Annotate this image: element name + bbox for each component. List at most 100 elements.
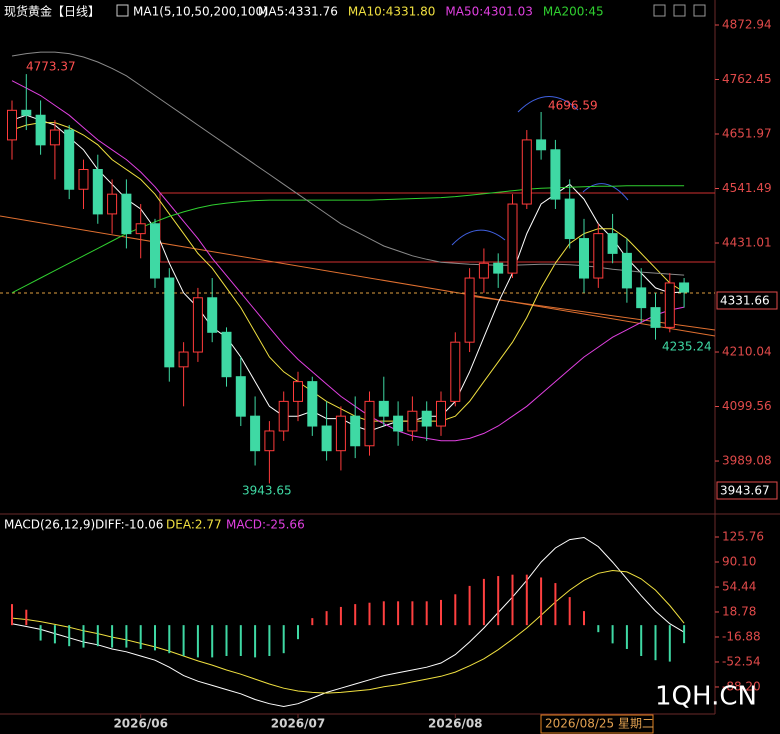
last-price-box (716, 291, 778, 310)
candle-body (207, 297, 218, 333)
dea-label: DEA:2.77 (166, 518, 222, 532)
dif-label: DIFF:-10.06 (95, 518, 163, 532)
icon[interactable] (116, 4, 129, 17)
candle-body (536, 139, 547, 151)
macd-bar (497, 576, 500, 626)
macd-title: MACD(26,12,9) (4, 518, 95, 532)
macd-bar (154, 625, 156, 651)
candle-body (49, 129, 60, 146)
macd-bar (640, 625, 643, 656)
button[interactable] (653, 4, 666, 17)
macd-bar (168, 625, 171, 654)
x-tick-label: 2026/08 (428, 717, 482, 731)
candle-body (364, 400, 375, 447)
candle-body (593, 233, 604, 279)
macd-bar (254, 625, 257, 658)
button[interactable] (693, 4, 706, 17)
y-tick-label: 4099.56 (722, 399, 772, 413)
cursor-date: 2026/08/25 星期二 (545, 717, 654, 731)
macd-bar (668, 625, 671, 662)
macd-bar (411, 601, 414, 626)
macd-bar (225, 625, 228, 656)
candle-body (550, 149, 561, 200)
candle-body (135, 223, 146, 235)
macd-bar (82, 625, 85, 648)
dea-line (11, 569, 685, 694)
macd-bar (196, 625, 199, 658)
macd-bar (597, 625, 600, 633)
y-tick-label: 4210.04 (722, 345, 772, 359)
candle-body (335, 415, 346, 452)
candle-body (664, 282, 675, 328)
indicator-name: MA1(5,10,50,200,100) (133, 5, 268, 19)
candle-body (393, 415, 404, 432)
ma-line (11, 122, 685, 422)
macd-bar (368, 602, 371, 626)
y-tick-label: 4541.49 (722, 181, 772, 195)
watermark: 1QH.CN (655, 682, 757, 712)
candle-body (478, 262, 489, 279)
candle-body (78, 169, 89, 190)
macd-bar (325, 611, 328, 626)
candle-body (507, 203, 518, 274)
macd-bar (525, 574, 528, 626)
candle-body (293, 381, 303, 402)
macd-bar (554, 583, 557, 626)
macd-bar (397, 601, 400, 626)
candle-body (150, 223, 160, 279)
macd-bar (683, 625, 686, 644)
y-tick-label: 54.44 (722, 579, 756, 593)
macd-bar (297, 625, 299, 640)
candle-body (7, 109, 17, 141)
trend-line (0, 215, 716, 337)
candle-body (421, 410, 432, 427)
y-tick-label: 4431.01 (722, 236, 772, 250)
candle-body (464, 277, 475, 343)
macd-bar (540, 577, 543, 626)
macd-bar (468, 585, 471, 626)
macd-bar (339, 606, 342, 626)
candle-body (235, 376, 246, 417)
dif-line (11, 536, 685, 708)
macd-label: MACD:-25.66 (226, 518, 305, 532)
macd-bar (125, 625, 128, 648)
macd-bar (511, 574, 514, 626)
ma-line (11, 51, 685, 276)
candle-body (521, 139, 532, 205)
candle-body (378, 400, 389, 417)
y-tick-label: 4872.94 (722, 17, 772, 31)
button[interactable] (673, 4, 686, 17)
macd-bar (39, 625, 42, 641)
y-tick-label: -88.20 (722, 679, 761, 693)
macd-bar (568, 597, 571, 626)
candle-body (407, 410, 418, 432)
ma-label: MA5:4331.76 (258, 5, 338, 19)
candle-body (107, 193, 118, 215)
low-label: 4235.24 (662, 340, 712, 354)
macd-bar (382, 601, 385, 626)
arc (582, 183, 629, 201)
candle-body (607, 233, 618, 254)
candle-body (92, 169, 103, 215)
macd-bar (211, 625, 214, 658)
macd-bar (354, 604, 357, 626)
macd-bar (68, 625, 71, 647)
y-tick-label: -16.88 (722, 629, 761, 643)
candle-body (564, 198, 575, 240)
y-tick-label: -52.54 (722, 654, 761, 668)
ma-label: MA10:4331.80 (348, 5, 436, 19)
candle-body (250, 415, 261, 452)
candle-body (192, 297, 203, 353)
y-tick-label: 90.10 (722, 554, 756, 568)
candle-body (493, 262, 504, 274)
macd-bar (139, 625, 142, 649)
range-low: 3943.67 (720, 484, 770, 498)
candle-body (350, 415, 361, 447)
arc (517, 96, 579, 113)
macd-bar (454, 594, 457, 626)
candle-body (164, 277, 175, 368)
chart-title: 现货黄金【日线】 (4, 4, 100, 19)
ma-line (11, 80, 685, 442)
